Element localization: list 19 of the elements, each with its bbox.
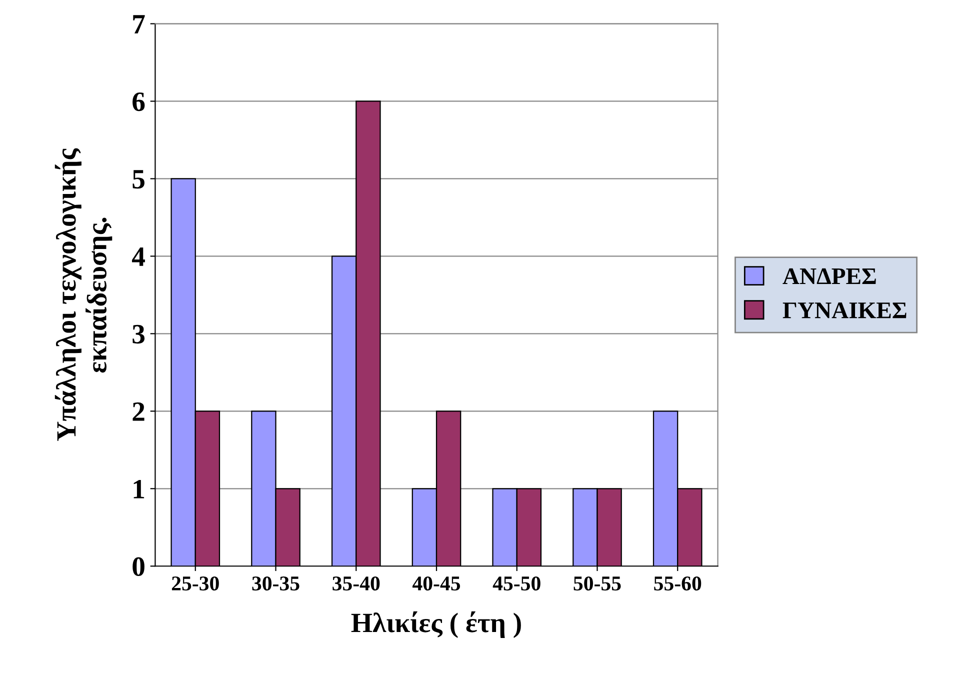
y-axis-title: Υπάλληλοι τεχνολογικής εκπαίδευσης.: [54, 148, 112, 441]
y-tick-label: 3: [132, 324, 145, 344]
x-tick-label: 35-40: [332, 576, 380, 591]
x-tick-label: 40-45: [412, 576, 460, 591]
x-tick-label: 25-30: [172, 576, 219, 591]
y-tick-label: 7: [133, 15, 145, 34]
y-tick-label: 1: [134, 480, 144, 498]
x-axis-title: Ηλικίες ( έτη ): [351, 611, 521, 638]
x-tick-label: 50-55: [574, 576, 621, 591]
y-tick-label: 5: [132, 170, 144, 189]
x-tick-label: 45-50: [492, 576, 540, 591]
y-tick-label: 4: [132, 248, 145, 266]
x-tick-label: 55-60: [654, 576, 702, 591]
y-tick-label: 2: [132, 402, 144, 421]
x-tick-label: 30-35: [252, 576, 300, 591]
legend-label: ΓΥΝΑΙΚΕΣ: [782, 302, 906, 318]
legend-label: ΑΝΔΡΕΣ: [782, 268, 876, 284]
y-tick-label: 6: [132, 92, 145, 112]
y-tick-label: 0: [132, 557, 144, 576]
